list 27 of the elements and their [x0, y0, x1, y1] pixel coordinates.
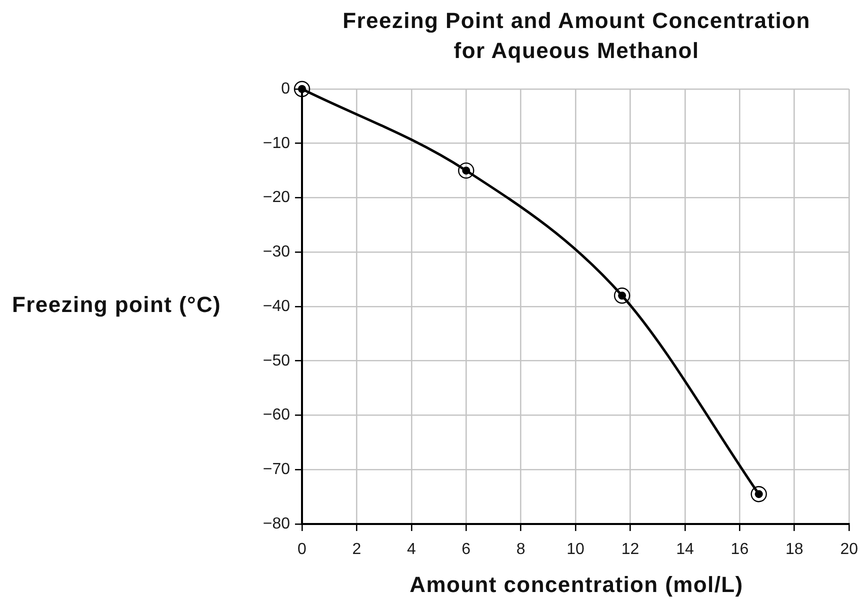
point [750, 486, 767, 502]
y-tick-label: −80 [262, 515, 290, 532]
y-tick-label: −70 [262, 461, 290, 478]
y-axis-title: Freezing point (°C) [12, 291, 222, 319]
y-tick-label: 0 [281, 80, 290, 98]
y-tick-label: −30 [262, 244, 290, 261]
x-tick-label: 16 [730, 541, 749, 558]
x-tick-label: 20 [840, 541, 858, 558]
x-tick-label: 10 [566, 541, 585, 558]
y-tick-label: −50 [262, 352, 290, 370]
point [614, 288, 630, 304]
x-axis-title: Amount concentration (mol/L) [408, 572, 744, 598]
y-tick-label: −20 [262, 189, 290, 206]
point [458, 162, 474, 179]
x-tick-label: 4 [406, 541, 416, 558]
x-tick-label: 12 [621, 541, 640, 558]
y-tick-label: −10 [262, 134, 290, 152]
x-tick-label: 0 [298, 541, 307, 558]
x-tick-label: 2 [352, 541, 362, 558]
y-tick-label: −60 [262, 406, 290, 424]
x-tick-label: 18 [785, 541, 804, 558]
chart-title: Freezing Point and Amount Concentration for Aqueous Methanol [342, 7, 812, 65]
point [294, 80, 310, 98]
x-tick-label: 14 [676, 541, 694, 558]
y-tick-label: −40 [262, 298, 290, 315]
x-tick-label: 8 [516, 541, 526, 558]
x-tick-label: 6 [462, 541, 471, 558]
